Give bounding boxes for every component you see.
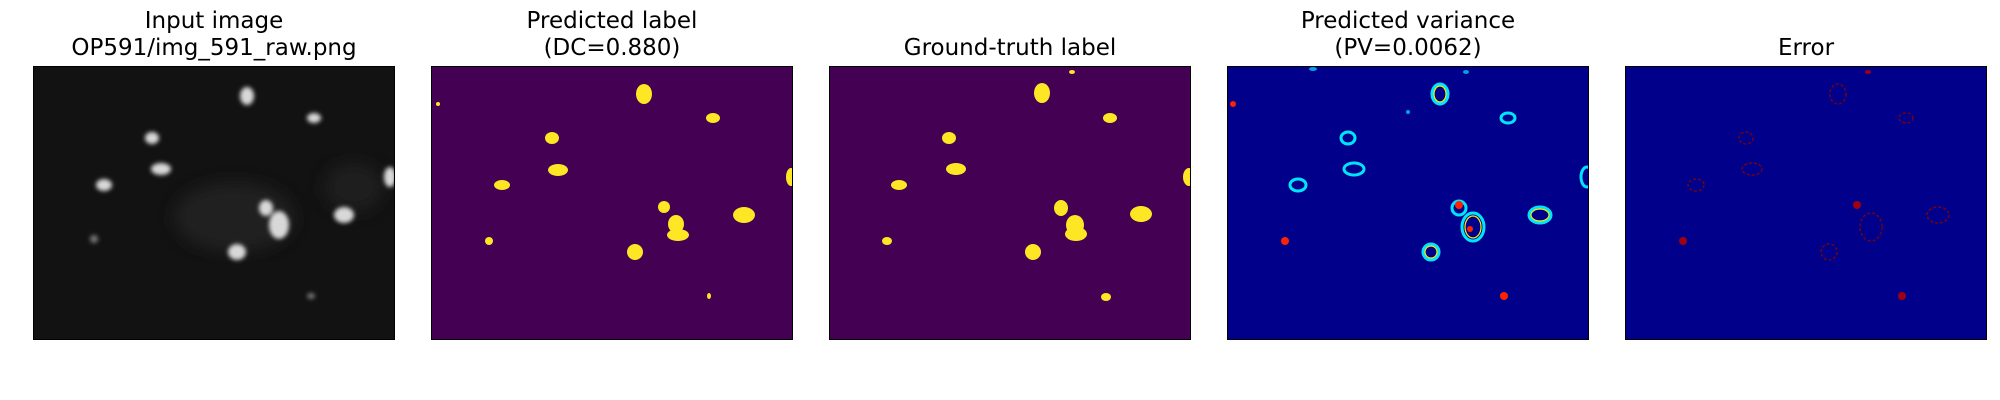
cell-mask (1069, 70, 1075, 74)
error-ring (1829, 83, 1847, 105)
cell-mask (436, 102, 440, 106)
cell (259, 200, 273, 216)
cell (334, 207, 354, 223)
error-ring (1859, 212, 1883, 242)
cell-mask (548, 164, 568, 176)
predicted-variance-canvas (1228, 67, 1588, 339)
cell (228, 244, 246, 260)
cell (151, 163, 171, 175)
error-canvas (1626, 67, 1986, 339)
cell-mask (706, 113, 720, 123)
variance-background (1228, 67, 1588, 339)
cell-mask (494, 180, 510, 190)
cell-mask (1183, 168, 1190, 186)
variance-hotspot (1467, 226, 1473, 232)
cell (90, 235, 98, 243)
predicted-variance-image (1227, 66, 1589, 340)
cell-mask (1034, 83, 1050, 103)
cell-mask (545, 132, 559, 144)
variance-ring (1342, 161, 1366, 177)
cell (96, 179, 112, 191)
cell (269, 211, 289, 239)
error-background (1626, 67, 1986, 339)
error-image (1625, 66, 1987, 340)
variance-ring (1527, 205, 1553, 225)
variance-ring (1430, 82, 1450, 106)
panel-ground-truth-label: Ground-truth label (829, 0, 1191, 400)
panel-title: Input image OP591/img_591_raw.png (0, 8, 435, 62)
variance-hotspot (1281, 237, 1289, 245)
title-line-2: Ground-truth label (903, 35, 1117, 61)
cell-mask (786, 168, 792, 186)
panel-error: Error (1625, 0, 1987, 400)
error-ring (1738, 131, 1754, 145)
error-ring (1687, 178, 1705, 192)
cell-mask (733, 207, 755, 223)
cell (307, 113, 321, 123)
input-image-canvas (34, 67, 394, 339)
label-background (830, 67, 1190, 339)
cell-mask (882, 237, 892, 245)
title-line-2: (PV=0.0062) (1334, 35, 1482, 61)
panel-predicted-variance: Predicted variance (PV=0.0062) (1227, 0, 1589, 400)
variance-hotspot (1500, 292, 1508, 300)
cell (145, 132, 159, 144)
title-line-1: Predicted label (526, 8, 698, 34)
title-line-2: OP591/img_591_raw.png (71, 35, 357, 61)
variance-ring (1421, 242, 1441, 262)
cell (384, 167, 394, 187)
error-ring (1741, 162, 1763, 176)
title-line-2: (DC=0.880) (543, 35, 681, 61)
panel-predicted-label: Predicted label (DC=0.880) (431, 0, 793, 400)
variance-ring (1499, 111, 1517, 125)
panel-title: Predicted variance (PV=0.0062) (1187, 8, 1629, 62)
cell-mask (668, 215, 684, 233)
ground-truth-label-image (829, 66, 1191, 340)
cell-mask (707, 293, 711, 299)
variance-ring (1460, 211, 1486, 243)
predicted-label-canvas (432, 67, 792, 339)
cell-mask (1025, 244, 1041, 260)
cell (240, 87, 254, 105)
predicted-label-image (431, 66, 793, 340)
cell (307, 293, 315, 299)
error-ring (1898, 112, 1914, 124)
label-background (432, 67, 792, 339)
error-spot (1865, 70, 1871, 74)
cell-mask (1054, 200, 1068, 216)
cell-mask (1101, 293, 1111, 301)
title-line-1: Input image (144, 8, 284, 34)
cell-mask (636, 84, 652, 104)
error-ring (1926, 206, 1950, 224)
cell-mask (667, 229, 689, 241)
cell-mask (1130, 206, 1152, 222)
panel-title: Predicted label (DC=0.880) (391, 8, 833, 62)
variance-ring (1288, 177, 1308, 193)
cell-mask (891, 180, 907, 190)
panel-title: Error (1585, 8, 2000, 62)
variance-ring (1339, 130, 1357, 146)
cell-mask (1065, 227, 1087, 241)
error-spot (1679, 237, 1687, 245)
panel-input-image: Input image OP591/img_591_raw.png (33, 0, 395, 400)
variance-ring (1579, 165, 1588, 189)
title-line-1 (1585, 8, 2000, 35)
cell-mask (1103, 113, 1117, 123)
cell-mask (942, 132, 956, 144)
variance-hotspot (1455, 201, 1463, 209)
cell-mask (485, 237, 493, 245)
error-spot (1898, 292, 1906, 300)
title-line-1 (789, 8, 1231, 35)
error-spot (1853, 201, 1861, 209)
variance-hotspot (1230, 101, 1236, 107)
panel-title: Ground-truth label (789, 8, 1231, 62)
error-ring (1820, 243, 1838, 261)
title-line-2: Error (1777, 35, 1835, 61)
cell-mask (946, 163, 966, 175)
title-line-1: Predicted variance (1300, 8, 1516, 34)
cell-mask (627, 244, 643, 260)
cell-mask (658, 201, 670, 213)
input-image (33, 66, 395, 340)
ground-truth-label-canvas (830, 67, 1190, 339)
